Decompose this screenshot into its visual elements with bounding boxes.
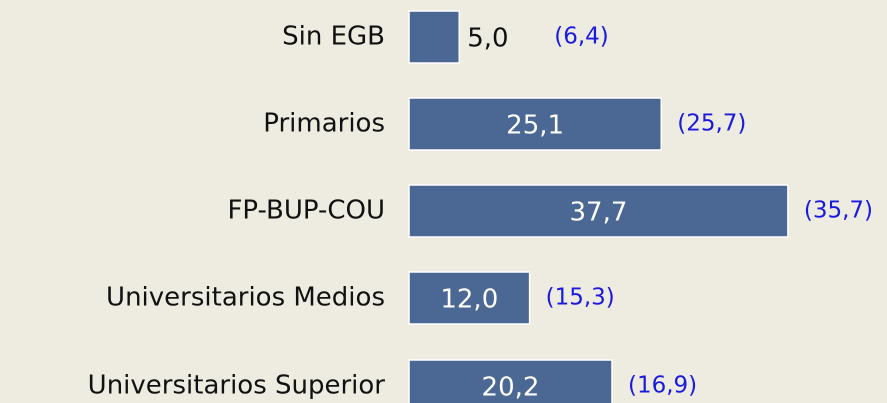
category-label: Primarios <box>263 109 385 139</box>
bar <box>408 271 531 325</box>
annotation: (15,3) <box>546 285 615 311</box>
bar <box>408 184 789 238</box>
value-label: 20,2 <box>482 373 540 403</box>
annotation: (6,4) <box>554 24 609 50</box>
value-label: 37,7 <box>569 198 627 228</box>
category-label: Sin EGB <box>282 22 385 52</box>
bar <box>408 10 460 64</box>
category-label: FP-BUP-COU <box>227 196 385 226</box>
annotation: (16,9) <box>628 373 697 399</box>
annotation: (25,7) <box>677 111 746 137</box>
value-label: 12,0 <box>440 285 498 315</box>
value-label: 5,0 <box>467 24 508 54</box>
bar <box>408 359 613 403</box>
category-label: Universitarios Superior <box>88 371 386 401</box>
annotation: (35,7) <box>804 198 873 224</box>
bar <box>408 97 663 151</box>
value-label: 25,1 <box>506 111 564 141</box>
category-label: Universitarios Medios <box>106 283 385 313</box>
